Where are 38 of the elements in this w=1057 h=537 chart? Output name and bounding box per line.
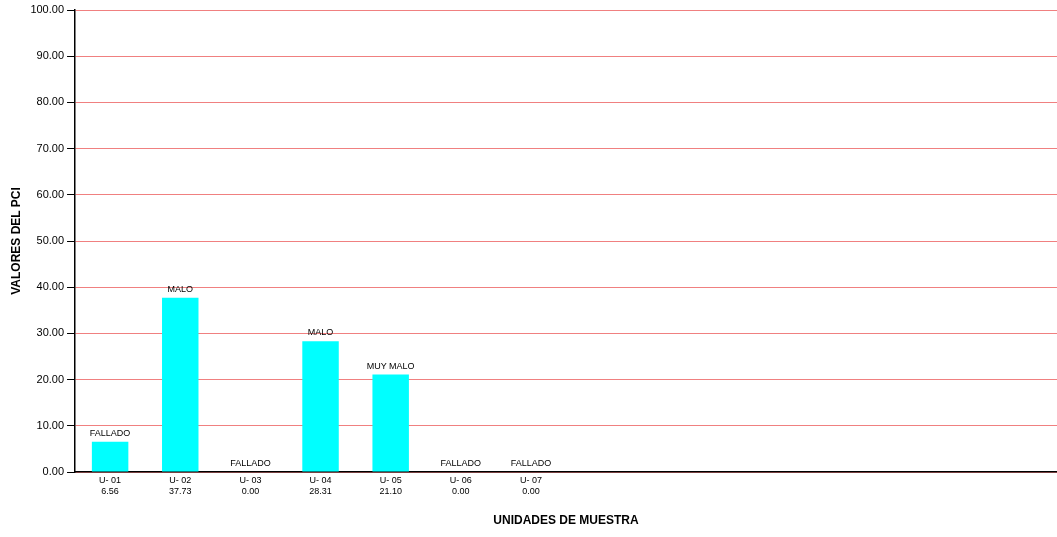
x-tick-label: U- 05 bbox=[379, 474, 402, 485]
data-label: 0.00 bbox=[241, 485, 260, 496]
y-tick-label: 90.00 bbox=[36, 49, 65, 62]
y-tick-label: 20.00 bbox=[36, 372, 65, 385]
x-tick-label: U- 06 bbox=[449, 474, 472, 485]
bar bbox=[372, 374, 409, 472]
x-tick-label: U- 03 bbox=[239, 474, 262, 485]
y-axis-title: VALORES DEL PCI bbox=[8, 187, 23, 295]
x-tick-label: U- 01 bbox=[99, 474, 122, 485]
y-tick-label: 70.00 bbox=[36, 141, 65, 154]
x-tick-label: U- 07 bbox=[519, 474, 542, 485]
annotation: MALO bbox=[167, 283, 194, 294]
annotation: MALO bbox=[307, 327, 334, 338]
y-tick-label: 10.00 bbox=[36, 418, 65, 431]
y-tick-label: 0.00 bbox=[42, 465, 65, 478]
x-tick-label: U- 02 bbox=[169, 474, 192, 485]
y-tick-label: 50.00 bbox=[36, 234, 65, 247]
annotation: FALLADO bbox=[89, 427, 131, 438]
x-tick-label: U- 04 bbox=[309, 474, 332, 485]
x-axis-title: UNIDADES DE MUESTRA bbox=[493, 513, 640, 528]
data-label: 28.31 bbox=[309, 485, 332, 496]
data-label: 0.00 bbox=[452, 485, 470, 496]
y-tick-label: 30.00 bbox=[36, 326, 65, 339]
data-label: 21.10 bbox=[379, 485, 402, 496]
data-label: 6.56 bbox=[101, 485, 119, 496]
y-tick-label: 60.00 bbox=[36, 187, 65, 200]
annotation: MUY MALO bbox=[366, 360, 415, 371]
annotation: FALLADO bbox=[230, 457, 271, 468]
bar bbox=[162, 297, 199, 472]
annotation: FALLADO bbox=[510, 457, 552, 468]
data-label: 0.00 bbox=[522, 485, 540, 496]
bar bbox=[91, 441, 129, 472]
annotation: FALLADO bbox=[440, 457, 482, 468]
data-label: 37.73 bbox=[168, 485, 192, 496]
bar bbox=[302, 341, 339, 472]
y-tick-label: 80.00 bbox=[36, 95, 65, 108]
y-tick-label: 100.00 bbox=[30, 3, 65, 16]
y-tick-label: 40.00 bbox=[36, 280, 65, 293]
